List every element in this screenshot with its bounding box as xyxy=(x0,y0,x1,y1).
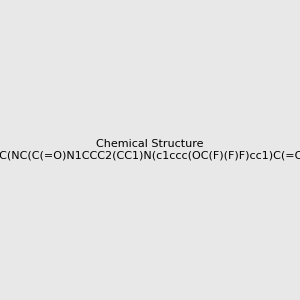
Text: Chemical Structure
O=C(NC(C(=O)N1CCC2(CC1)N(c1ccc(OC(F)(F)F)cc1)C(=O)...: Chemical Structure O=C(NC(C(=O)N1CCC2(CC… xyxy=(0,139,300,161)
